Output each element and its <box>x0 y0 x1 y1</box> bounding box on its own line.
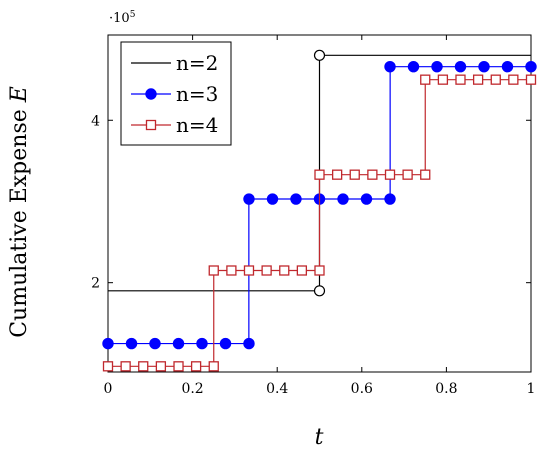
data-point <box>243 265 255 276</box>
series-n=4 <box>102 74 537 372</box>
data-point <box>431 60 443 73</box>
data-point <box>173 361 184 372</box>
data-point <box>279 265 290 276</box>
data-point <box>219 337 232 350</box>
legend-label: n=4 <box>176 113 218 137</box>
data-point <box>125 337 138 350</box>
y-multiplier-label: ·105 <box>109 10 136 26</box>
data-point <box>155 361 167 372</box>
data-point <box>226 265 237 276</box>
data-point <box>360 193 373 205</box>
legend-entry: n=2 <box>131 51 218 75</box>
data-point <box>190 361 202 372</box>
legend: n=2 n=3 n=4 <box>120 41 232 146</box>
data-point <box>102 337 114 350</box>
data-point <box>261 265 272 276</box>
data-point <box>208 265 219 276</box>
data-point <box>138 361 149 372</box>
data-point <box>420 74 431 85</box>
legend-entry: n=3 <box>131 82 218 106</box>
legend-label: n=3 <box>176 82 218 106</box>
data-point <box>208 361 219 372</box>
data-point <box>367 169 378 180</box>
data-point <box>331 169 343 180</box>
data-point <box>525 60 537 73</box>
data-point <box>243 337 255 350</box>
data-point <box>314 169 325 180</box>
y-multiplier-exponent: 5 <box>130 10 136 20</box>
data-point <box>384 193 396 205</box>
data-point <box>501 60 514 73</box>
x-tick-label: 1 <box>527 381 536 397</box>
data-point <box>266 193 279 205</box>
data-point <box>472 74 484 85</box>
series-n=3 <box>102 60 537 350</box>
data-point <box>437 74 449 85</box>
legend-marker <box>145 119 157 131</box>
data-point <box>296 265 308 276</box>
data-point <box>337 193 349 205</box>
y-tick-label: 4 <box>91 113 100 129</box>
series-line <box>108 79 531 367</box>
data-point <box>490 74 501 85</box>
data-point <box>402 169 413 180</box>
data-point <box>172 337 185 350</box>
plot-area: 0 0.2 0.4 0.6 0.8 1 2 4 <box>91 34 537 397</box>
data-point <box>313 49 326 61</box>
data-point <box>384 169 396 180</box>
data-point <box>243 193 255 205</box>
data-point <box>478 60 490 73</box>
legend-marker <box>145 88 157 100</box>
data-point <box>349 169 360 180</box>
plot-frame <box>107 34 532 373</box>
y-axis-variable: E <box>7 86 32 103</box>
data-point <box>525 74 537 85</box>
data-point <box>407 60 420 73</box>
x-tick-label: 0.4 <box>266 381 288 397</box>
x-tick-label: 0.2 <box>181 381 203 397</box>
legend-entry: n=4 <box>131 113 218 137</box>
y-axis-title: Cumulative Expense E <box>7 86 32 338</box>
data-point <box>314 265 325 276</box>
data-point <box>120 361 131 372</box>
x-tick-label: 0 <box>104 381 113 397</box>
data-point <box>313 285 326 297</box>
data-point <box>102 361 114 372</box>
y-tick-label: 2 <box>91 276 100 292</box>
data-point <box>384 60 396 73</box>
data-point <box>290 193 302 205</box>
x-tick-label: 0.8 <box>435 381 457 397</box>
data-point <box>420 169 431 180</box>
legend-label: n=2 <box>176 51 218 75</box>
x-axis-title: t <box>315 425 324 450</box>
data-point <box>196 337 208 350</box>
data-point <box>454 60 467 73</box>
data-point <box>149 337 161 350</box>
x-tick-label: 0.6 <box>351 381 373 397</box>
data-point <box>508 74 519 85</box>
data-point <box>455 74 466 85</box>
